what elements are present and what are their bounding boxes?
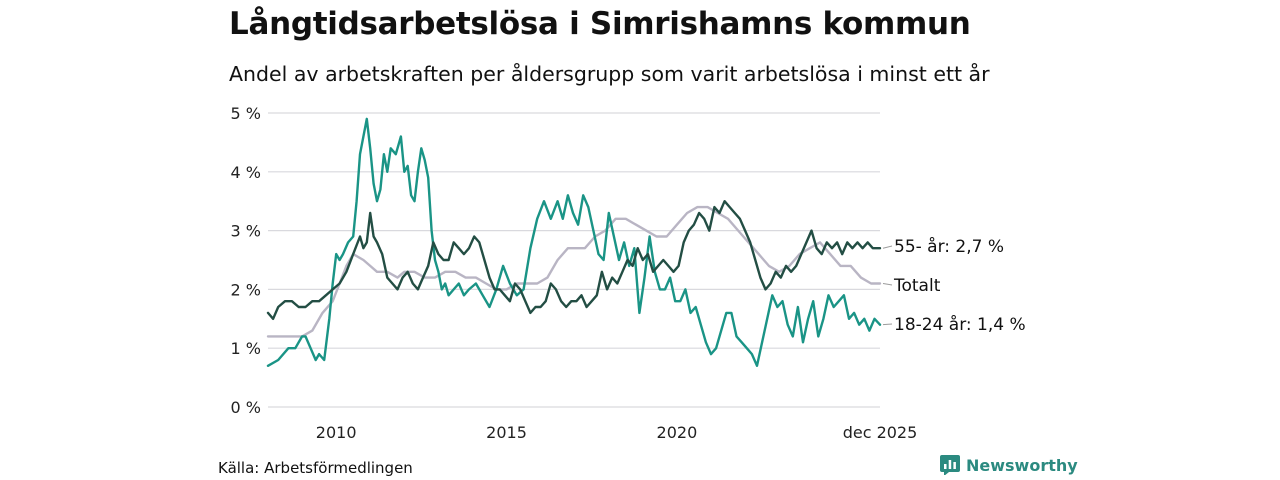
chart-title: Långtidsarbetslösa i Simrishamns kommun bbox=[229, 6, 971, 42]
series-end-label-55-r: 55- år: 2,7 % bbox=[894, 236, 1004, 257]
series-lines bbox=[266, 117, 882, 367]
y-tick-label: 5 % bbox=[231, 104, 261, 123]
series-end-label-totalt: Totalt bbox=[893, 276, 941, 296]
brand-logo: Newsworthy bbox=[940, 455, 1078, 475]
newsworthy-logo-icon bbox=[940, 455, 960, 475]
source-note: Källa: Arbetsförmedlingen bbox=[218, 459, 413, 477]
x-tick-label: 2020 bbox=[657, 423, 698, 442]
y-tick-label: 1 % bbox=[231, 339, 261, 358]
series-label-connector bbox=[882, 283, 893, 286]
x-tick-label: 2010 bbox=[316, 423, 357, 442]
x-axis: 2010 2015 2020 dec 2025 bbox=[316, 423, 918, 442]
y-tick-label: 2 % bbox=[231, 280, 261, 299]
grid-lines bbox=[268, 112, 880, 408]
x-tick-label: dec 2025 bbox=[843, 423, 918, 442]
y-tick-label: 0 % bbox=[231, 398, 261, 417]
series-end-labels: Totalt 18-24 år: 1,4 % 55- år: 2,7 % bbox=[882, 236, 1026, 335]
series-line-55-r bbox=[266, 199, 882, 320]
y-tick-label: 4 % bbox=[231, 163, 261, 182]
y-axis: 0 % 1 % 2 % 3 % 4 % 5 % bbox=[231, 104, 261, 417]
series-end-label-18-24-r: 18-24 år: 1,4 % bbox=[894, 314, 1026, 335]
series-line-18-24-r bbox=[266, 117, 882, 367]
y-tick-label: 3 % bbox=[231, 222, 261, 241]
x-tick-label: 2015 bbox=[486, 423, 527, 442]
series-label-connector bbox=[882, 323, 893, 326]
series-label-connector bbox=[882, 245, 893, 249]
series-line-totalt bbox=[266, 205, 882, 338]
chart-subtitle: Andel av arbetskraften per åldersgrupp s… bbox=[229, 62, 990, 86]
brand-name: Newsworthy bbox=[966, 455, 1078, 475]
